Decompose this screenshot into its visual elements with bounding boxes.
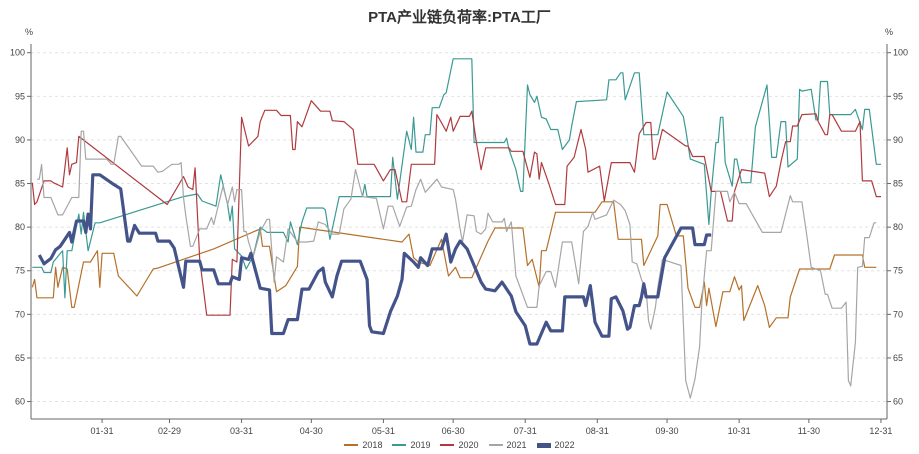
legend-swatch [392, 444, 407, 446]
y-tick-label-right: 65 [893, 353, 903, 363]
y-tick-label-left: 90 [15, 135, 25, 145]
x-tick-label: 06-30 [442, 426, 465, 436]
y-tick-label-left: 70 [15, 309, 25, 319]
x-tick-label: 04-30 [300, 426, 323, 436]
y-tick-label-right: 75 [893, 266, 903, 276]
x-tick-label: 11-30 [798, 426, 820, 436]
chart-title: PTA产业链负荷率:PTA工厂 [368, 9, 551, 26]
legend-item-2019[interactable]: 2019 [392, 440, 430, 450]
legend-swatch [488, 444, 503, 446]
legend-swatch [440, 444, 455, 446]
y-tick-label-right: 80 [893, 222, 903, 232]
legend-item-2020[interactable]: 2020 [440, 440, 479, 450]
x-tick-label: 03-31 [230, 426, 253, 436]
y-tick-label-left: 95 [15, 91, 25, 101]
series-line-2018 [31, 201, 877, 328]
y-tick-label-right: 70 [893, 309, 903, 319]
legend-swatch [344, 444, 359, 446]
y-tick-label-left: 85 [15, 179, 25, 189]
x-tick-label: 02-29 [158, 426, 181, 436]
series-line-2022 [37, 173, 712, 346]
y-tick-label-right: 100 [893, 48, 908, 58]
legend-item-2022[interactable]: 2022 [536, 440, 575, 450]
y-tick-label-right: 85 [893, 179, 903, 189]
x-tick-label: 10-31 [728, 426, 751, 436]
y-tick-label-right: 90 [893, 135, 903, 145]
series-line-2019 [32, 58, 881, 299]
y-unit-right: % [885, 27, 893, 37]
y-tick-label-left: 65 [15, 353, 25, 363]
y-tick-label-left: 75 [15, 266, 25, 276]
y-tick-label-left: 80 [15, 222, 25, 232]
y-tick-label-left: 60 [15, 397, 25, 407]
x-tick-label: 05-31 [372, 426, 395, 436]
legend-item-2018[interactable]: 2018 [344, 440, 382, 450]
y-unit-left: % [25, 27, 33, 37]
x-tick-label: 01-31 [91, 426, 114, 436]
x-tick-label: 09-30 [656, 426, 679, 436]
y-tick-label-right: 60 [893, 397, 903, 407]
legend-label: 2018 [362, 440, 383, 450]
series-line-2020 [31, 100, 881, 316]
legend-label: 2020 [458, 440, 479, 450]
legend-label: 2019 [410, 440, 431, 450]
x-tick-label: 07-31 [514, 426, 537, 436]
legend: 2018 2019 2020 2021 2022 [0, 440, 919, 450]
legend-item-2021[interactable]: 2021 [488, 440, 527, 450]
legend-label: 2022 [554, 440, 575, 450]
legend-label: 2021 [506, 440, 527, 450]
x-tick-label: 12-31 [869, 426, 892, 436]
x-tick-label: 08-31 [586, 426, 609, 436]
y-tick-label-left: 100 [10, 48, 25, 58]
legend-swatch [536, 442, 551, 448]
y-tick-label-right: 95 [893, 91, 903, 101]
